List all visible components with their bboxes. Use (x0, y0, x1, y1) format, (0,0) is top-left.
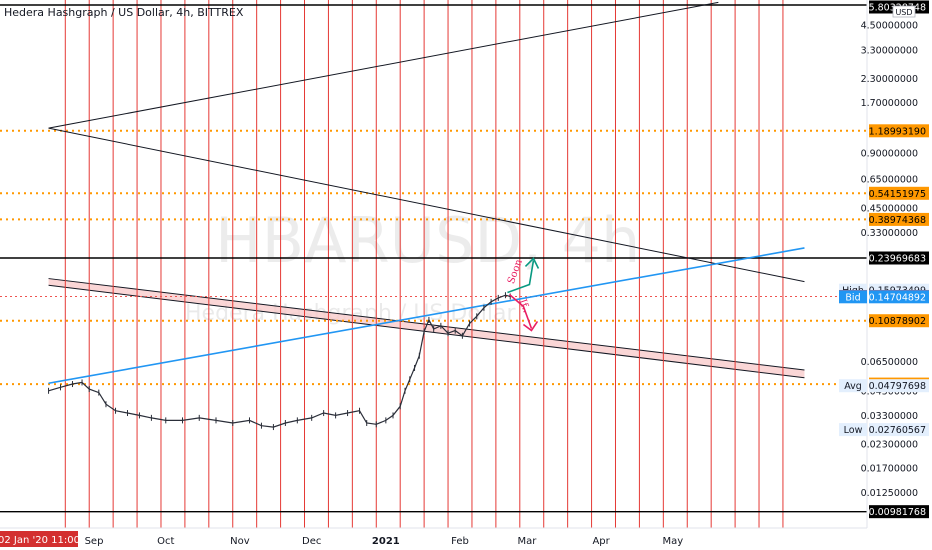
y-tick-label: 0.90000000 (861, 148, 918, 159)
price-label-box[interactable] (869, 251, 929, 265)
trend-line-descending[interactable] (48, 127, 805, 283)
price-tag-box (839, 379, 867, 393)
x-tick-label: May (663, 536, 684, 547)
currency-badge-label: USD (895, 8, 912, 17)
price-label: 0.14704892 (869, 292, 926, 303)
trend-line-upper-ascending[interactable] (48, 1, 719, 129)
crosshair-date-box[interactable] (0, 531, 78, 547)
price-label: 1.18993190 (869, 126, 926, 137)
y-tick-label: 2.30000000 (861, 74, 918, 85)
trend-line-blue-ascending[interactable] (48, 247, 805, 385)
y-tick-label: 0.65000000 (861, 174, 918, 185)
price-label: 0.54151975 (869, 189, 926, 200)
price-tag-avg: Avg (844, 381, 862, 392)
if-arrow[interactable] (508, 293, 533, 329)
price-tag-box (839, 290, 867, 304)
price-tag-low: Low (844, 425, 863, 436)
y-tick-label: 3.30000000 (861, 45, 918, 56)
if-arrowhead (522, 321, 539, 332)
x-tick-label: Apr (592, 536, 610, 547)
y-tick-label: 0.45000000 (861, 203, 918, 214)
soon-arrowhead (524, 257, 540, 269)
price-label: 0.10878902 (869, 316, 926, 327)
y-tick-label: 0.01700000 (861, 464, 918, 475)
soon-arrow[interactable] (507, 260, 535, 294)
y-tick-label: 0.03300000 (861, 411, 918, 422)
price-tag-bid: Bid (845, 292, 860, 303)
x-tick-label: Oct (157, 536, 174, 547)
channel-lower-line[interactable] (48, 284, 805, 379)
price-label-box[interactable] (869, 290, 929, 304)
x-tick-label: Sep (85, 536, 104, 547)
y-tick-label: 0.06500000 (861, 357, 918, 368)
price-label-box[interactable] (869, 379, 929, 393)
crosshair-date-label: 02 Jan '20 11:00 (0, 535, 80, 546)
x-tick-label: Feb (451, 536, 469, 547)
price-label: 0.38974368 (869, 215, 926, 226)
y-tick-label: 1.70000000 (861, 98, 918, 109)
price-label-box[interactable] (869, 124, 929, 138)
price-label: 0.02760567 (869, 425, 926, 436)
price-label: 0.23969683 (869, 254, 926, 265)
x-tick-label: Dec (302, 536, 321, 547)
x-tick-label: 2021 (372, 536, 400, 547)
currency-badge[interactable] (892, 5, 916, 18)
price-tag-box (839, 423, 867, 437)
y-tick-label: 0.01250000 (861, 488, 918, 499)
price-label: 0.04797698 (869, 381, 926, 392)
y-tick-label: 0.02300000 (861, 440, 918, 451)
x-tick-label: Mar (518, 536, 538, 547)
if-label: If.. (517, 298, 532, 315)
price-label-box[interactable] (869, 423, 929, 437)
chart-title: Hedera Hashgraph / US Dollar, 4h, BITTRE… (4, 6, 244, 19)
watermark-symbol: HBARUSD, 4h (215, 204, 640, 277)
price-label-box[interactable] (869, 212, 929, 226)
price-label: 0.00981768 (869, 507, 926, 518)
x-tick-label: Nov (230, 536, 250, 547)
price-label-box[interactable] (869, 505, 929, 519)
y-tick-label: 4.50000000 (861, 21, 918, 32)
y-tick-label: 0.33000000 (861, 228, 918, 239)
price-label-box[interactable] (869, 314, 929, 328)
price-label-box[interactable] (869, 186, 929, 200)
